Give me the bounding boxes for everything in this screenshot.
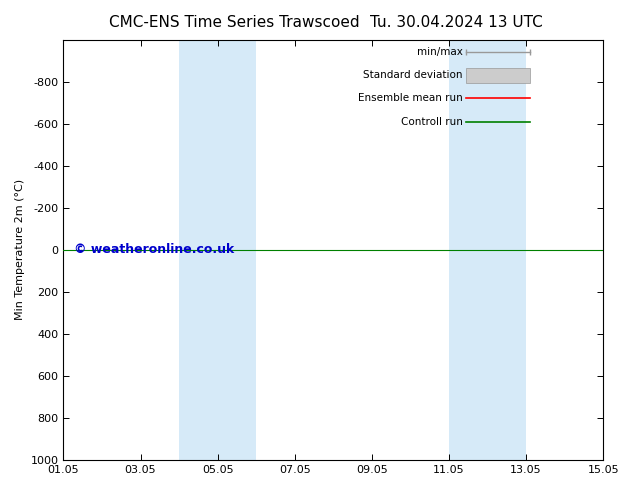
Bar [179, 40, 256, 460]
Text: min/max: min/max [417, 47, 463, 57]
Text: Tu. 30.04.2024 13 UTC: Tu. 30.04.2024 13 UTC [370, 15, 543, 30]
Text: Ensemble mean run: Ensemble mean run [358, 94, 463, 103]
Bar [465, 68, 530, 83]
Y-axis label: Min Temperature 2m (°C): Min Temperature 2m (°C) [15, 179, 25, 320]
Text: Standard deviation: Standard deviation [363, 70, 463, 80]
Text: Controll run: Controll run [401, 117, 463, 126]
Text: © weatheronline.co.uk: © weatheronline.co.uk [74, 244, 235, 256]
Text: CMC-ENS Time Series Trawscoed: CMC-ENS Time Series Trawscoed [109, 15, 360, 30]
Bar [449, 40, 526, 460]
